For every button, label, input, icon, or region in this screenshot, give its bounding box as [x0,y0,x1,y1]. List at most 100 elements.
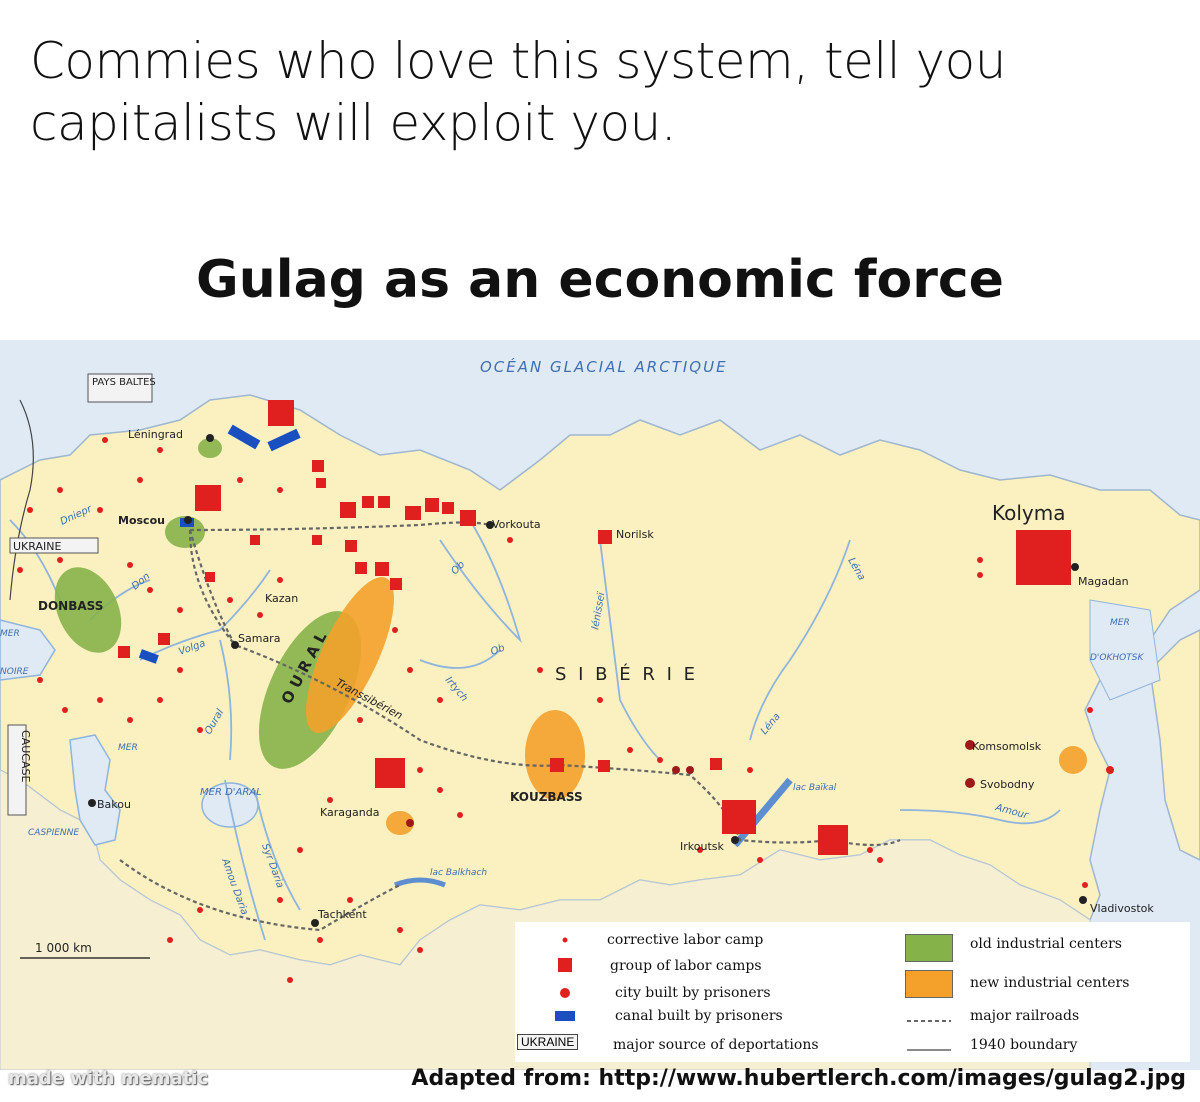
city-leningrad-label: Léningrad [128,428,183,441]
camp-dot [257,612,263,618]
city-dot [965,740,975,750]
new-industrial-kouzbass [525,710,585,800]
ob-label-2: Ob [489,643,506,658]
rail-south [119,859,401,932]
meme-caption: Commies who love this system, tell you c… [30,32,1006,152]
legend-symbols-left [555,937,575,1021]
city-dot [88,799,96,807]
city-dot [686,766,694,774]
new-industrial-oural [306,577,394,733]
okhotsk-label-1: MER [1110,618,1130,628]
legend-city-dot [560,988,570,998]
legend-old-swatch [905,934,953,962]
city-dot [1079,896,1087,904]
camp-groups [118,400,1071,855]
camp-dot [197,727,203,733]
camp-group [268,400,294,426]
old-industrial-moscou [165,516,205,548]
camp-group [598,530,612,544]
camp-dot [317,937,323,943]
camp-group [818,825,848,855]
camp-group [340,502,356,518]
ocean-label: OCÉAN GLACIAL ARCTIQUE [480,357,728,376]
camp-group [158,633,170,645]
city-karaganda-label: Karaganda [320,806,379,819]
camp-dot [177,667,183,673]
canal-volga-don [138,649,159,664]
camp-dot [237,477,243,483]
camp-group [316,478,326,488]
caucase-tag: CAUCASE [7,724,32,816]
city-dot [231,641,239,649]
legend-boundary-text: 1940 boundary [970,1037,1078,1053]
new-industrial-komsomolsk [1059,746,1087,774]
camp-dot [437,787,443,793]
map-legend: corrective labor camp group of labor cam… [515,922,1190,1062]
city-bakou-label: Bakou [97,798,131,811]
source-credit: Adapted from: http://www.hubertlerch.com… [411,1066,1186,1091]
camp-group [250,535,260,545]
city-vorkouta-label: Vorkouta [492,518,541,531]
camp-dot [392,627,398,633]
baltics-label: PAYS BALTES [92,377,156,388]
camp-group [442,502,454,514]
camp-dot [867,847,873,853]
city-dot [965,778,975,788]
legend-corrective-text: corrective labor camp [607,932,764,948]
boundary-1940 [9,399,34,601]
gulag-map: OCÉAN GLACIAL ARCTIQUE S I B É R I E O U… [0,340,1200,1070]
camp-dot [417,767,423,773]
river-ienissei [599,539,661,761]
canal-belomor-2 [267,428,301,452]
legend-city-text: city built by prisoners [615,985,771,1001]
camp-dot [327,797,333,803]
camp-dot [397,927,403,933]
camp-dot [287,977,293,983]
city-dot [406,819,414,827]
city-dot [206,434,214,442]
camp-group [312,460,324,472]
legend-old-text: old industrial centers [970,936,1122,952]
camp-group [118,646,130,658]
prisoner-cities [88,434,1087,927]
lake-baikal [732,777,793,848]
new-industrial-karaganda [386,811,414,835]
camp-dot [697,847,703,853]
camp-group [345,540,357,552]
river-oural [219,639,233,761]
camp-dot [177,607,183,613]
camp-dot [17,567,23,573]
legend-canal-bar [555,1011,575,1021]
city-irkoutsk-label: Irkoutsk [680,840,724,853]
rail-north [189,521,491,532]
camp-dot [297,847,303,853]
camp-dot [597,697,603,703]
river-amour [899,809,1061,825]
mer-noire-label-2: NOIRE [0,667,29,677]
camp-dot [1082,882,1088,888]
camp-dot [277,577,283,583]
camp-dot [127,562,133,568]
camp-group [195,485,221,511]
ukraine-tag: UKRAINE [9,537,99,554]
legend-group-square [558,958,572,972]
camp-group [375,562,389,576]
camp-dot [347,897,353,903]
camp-dot [537,667,543,673]
okhotsk-sea [1089,599,1161,701]
okhotsk-label-2: D'OKHOTSK [1090,653,1144,663]
camp-dot [137,477,143,483]
city-svobodny-label: Svobodny [980,778,1035,791]
camp-dot [97,507,103,513]
map-title: Gulag as an economic force [196,250,1004,310]
caspienne-label-1: MER [118,743,138,753]
camp-dot [877,857,883,863]
old-industrial-donbass [54,567,122,653]
city-tachkent-label: Tachkent [317,908,367,921]
camp-group [425,498,439,512]
rivers [9,519,1061,941]
aral-label: MER D'ARAL [200,787,262,798]
city-magadan-label: Magadan [1078,575,1129,588]
camp-dot [157,697,163,703]
camp-group [375,758,405,788]
